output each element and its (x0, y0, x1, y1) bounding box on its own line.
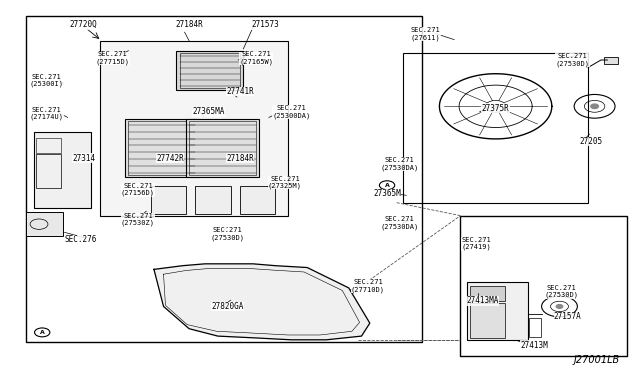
Text: SEC.271
(25300I): SEC.271 (25300I) (29, 74, 63, 87)
Text: SEC.271
(27530DA): SEC.271 (27530DA) (381, 157, 419, 170)
Text: 27413MA: 27413MA (467, 296, 499, 305)
Text: SEC.271
(27530Z): SEC.271 (27530Z) (121, 213, 155, 226)
Text: 27365M: 27365M (373, 189, 401, 198)
Text: SEC.271
(27530DA): SEC.271 (27530DA) (381, 216, 419, 230)
Text: 27742R: 27742R (156, 154, 184, 163)
Text: SEC.271
(27325M): SEC.271 (27325M) (268, 176, 302, 189)
Text: 27157A: 27157A (554, 312, 582, 321)
Text: SEC.271
(27174U): SEC.271 (27174U) (29, 107, 63, 121)
Bar (36, 154, 61, 188)
Text: 27820GA: 27820GA (211, 302, 244, 311)
Polygon shape (154, 264, 370, 340)
Text: A: A (385, 183, 390, 188)
Text: SEC.271
(27710D): SEC.271 (27710D) (351, 279, 385, 293)
Text: 27720Q: 27720Q (70, 20, 97, 29)
Bar (240, 186, 275, 214)
Text: 27205: 27205 (580, 137, 603, 146)
Bar (470, 286, 505, 301)
Bar (100, 41, 288, 216)
Bar (179, 52, 240, 88)
Bar (467, 282, 527, 340)
Text: J27001LB: J27001LB (574, 355, 620, 365)
Text: SEC.271
(27715D): SEC.271 (27715D) (95, 51, 129, 65)
Text: 27741R: 27741R (227, 87, 254, 96)
Bar (189, 121, 256, 175)
Circle shape (591, 104, 598, 109)
Bar (195, 186, 230, 214)
Bar (34, 132, 92, 208)
Text: 27184R: 27184R (227, 154, 254, 163)
Text: SEC.271
(27165W): SEC.271 (27165W) (239, 51, 273, 65)
Text: 27375R: 27375R (482, 104, 509, 113)
Text: 27413M: 27413M (520, 341, 548, 350)
Bar (470, 303, 505, 338)
Text: SEC.271
(25300DA): SEC.271 (25300DA) (272, 105, 310, 119)
Bar (529, 318, 541, 337)
Bar (26, 212, 63, 236)
Text: SEC.271
(27419): SEC.271 (27419) (461, 237, 492, 250)
Bar (26, 16, 422, 341)
Text: 27314: 27314 (72, 154, 95, 163)
Text: SEC.271
(27156D): SEC.271 (27156D) (121, 183, 155, 196)
Bar (36, 138, 61, 153)
Circle shape (556, 305, 563, 308)
Text: 271573: 271573 (252, 20, 280, 29)
Bar (604, 57, 618, 64)
Text: A: A (40, 330, 45, 335)
Circle shape (491, 104, 500, 109)
Bar (176, 51, 243, 90)
Text: 27365MA: 27365MA (192, 108, 225, 116)
Bar (129, 121, 195, 175)
Text: SEC.271
(27530D): SEC.271 (27530D) (545, 285, 579, 298)
Text: SEC.276: SEC.276 (65, 235, 97, 244)
Bar (151, 186, 186, 214)
Text: SEC.271
(27611): SEC.271 (27611) (410, 27, 440, 41)
Bar (125, 119, 198, 177)
Text: SEC.271
(27530D): SEC.271 (27530D) (211, 227, 244, 241)
Text: SEC.271
(27530D): SEC.271 (27530D) (556, 53, 589, 67)
Bar (461, 216, 627, 356)
Text: 27184R: 27184R (175, 20, 203, 29)
Bar (403, 52, 588, 203)
Bar (186, 119, 259, 177)
